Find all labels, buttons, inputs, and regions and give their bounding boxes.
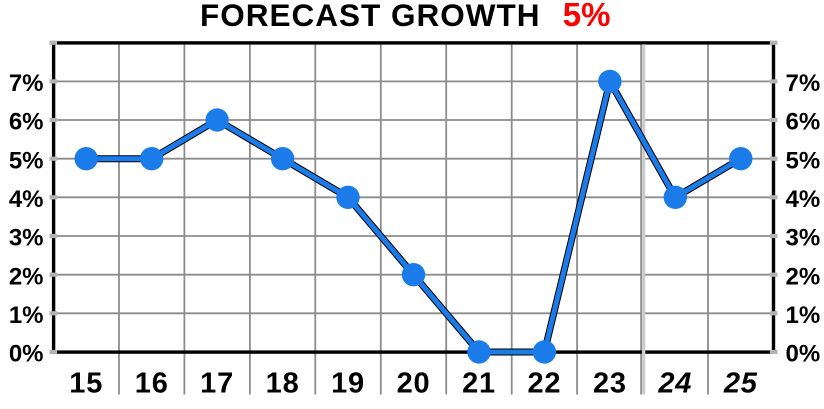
svg-text:5%: 5% <box>786 147 821 174</box>
svg-text:24: 24 <box>657 368 692 400</box>
svg-text:20: 20 <box>397 368 431 400</box>
svg-text:5%: 5% <box>563 0 611 33</box>
svg-text:1%: 1% <box>786 302 821 329</box>
svg-text:23: 23 <box>593 368 627 400</box>
svg-text:6%: 6% <box>786 109 821 136</box>
svg-text:21: 21 <box>462 368 496 400</box>
svg-text:17: 17 <box>200 368 234 400</box>
svg-text:6%: 6% <box>9 109 44 136</box>
svg-text:16: 16 <box>135 368 169 400</box>
svg-text:3%: 3% <box>9 225 44 252</box>
svg-text:4%: 4% <box>786 186 821 213</box>
svg-text:0%: 0% <box>786 341 821 368</box>
svg-text:0%: 0% <box>9 341 44 368</box>
svg-text:4%: 4% <box>9 186 44 213</box>
svg-text:22: 22 <box>527 368 561 400</box>
svg-text:1%: 1% <box>9 302 44 329</box>
svg-text:15: 15 <box>69 368 103 400</box>
svg-text:FORECAST GROWTH: FORECAST GROWTH <box>200 0 540 33</box>
svg-text:2%: 2% <box>786 263 821 290</box>
svg-text:25: 25 <box>723 368 758 400</box>
svg-text:18: 18 <box>266 368 300 400</box>
svg-text:7%: 7% <box>786 70 821 97</box>
svg-text:19: 19 <box>331 368 365 400</box>
svg-text:7%: 7% <box>9 70 44 97</box>
svg-text:3%: 3% <box>786 225 821 252</box>
svg-text:5%: 5% <box>9 147 44 174</box>
svg-text:2%: 2% <box>9 263 44 290</box>
